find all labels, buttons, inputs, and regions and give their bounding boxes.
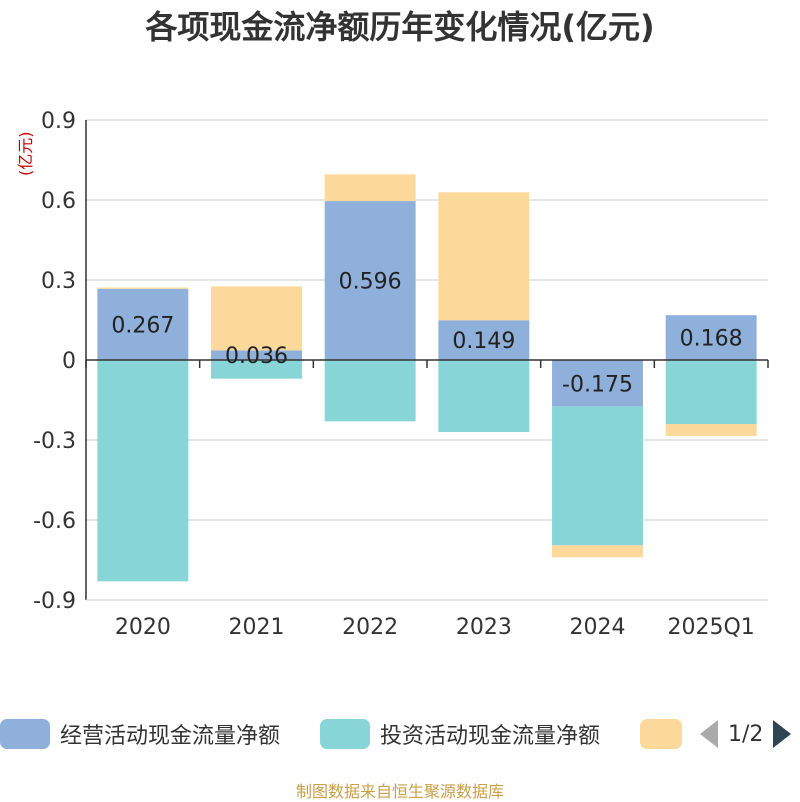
- legend-pager: 1/2: [700, 712, 792, 756]
- bar-series-0-2023: [438, 320, 530, 360]
- legend-swatch-financing: [640, 719, 682, 749]
- legend-item-operating[interactable]: 经营活动现金流量净额: [0, 718, 280, 750]
- bar-data-label: -0.175: [562, 372, 633, 397]
- chart-title: 各项现金流净额历年变化情况(亿元): [145, 8, 655, 46]
- bar-series-1-2021: [211, 360, 302, 379]
- bar-series-2-2022: [324, 174, 416, 202]
- x-tick-label: 2023: [456, 615, 512, 640]
- x-tick-label: 2025Q1: [668, 615, 755, 640]
- y-tick-label: 0.6: [41, 189, 76, 214]
- legend-next-arrow-icon[interactable]: [773, 720, 792, 748]
- legend-item-financing[interactable]: [640, 718, 682, 750]
- y-tick-label: 0.9: [41, 109, 76, 134]
- data-source-footer: 制图数据来自恒生聚源数据库: [295, 782, 504, 801]
- y-tick-label: 0: [62, 349, 76, 374]
- bar-series-2-2020: [97, 287, 189, 289]
- bar-series-1-2024: [552, 406, 643, 546]
- bar-data-label: 0.267: [111, 313, 174, 338]
- bar-series-2-2023: [438, 192, 530, 321]
- legend-swatch-investing: [320, 719, 370, 749]
- bar-data-label: 0.168: [680, 327, 743, 352]
- x-tick-label: 2024: [570, 615, 626, 640]
- legend: 经营活动现金流量净额 投资活动现金流量净额: [0, 712, 800, 756]
- y-tick-label: -0.9: [33, 589, 76, 614]
- bar-series-0-2022: [324, 201, 416, 360]
- bar-series-0-2025Q1: [665, 315, 757, 360]
- x-tick-label: 2020: [115, 615, 171, 640]
- bar-series-2-2024: [552, 545, 643, 558]
- bar-series-0-2024: [552, 360, 643, 407]
- bar-series-0-2021: [211, 350, 302, 360]
- legend-label-investing: 投资活动现金流量净额: [380, 724, 601, 749]
- legend-label-operating: 经营活动现金流量净额: [60, 724, 281, 749]
- legend-page-indicator: 1/2: [728, 721, 764, 747]
- y-tick-label: -0.3: [33, 429, 76, 454]
- bar-data-label: 0.596: [339, 270, 402, 295]
- y-tick-label: -0.6: [33, 509, 76, 534]
- x-tick-label: 2022: [342, 615, 398, 640]
- bar-data-label: 0.036: [225, 344, 288, 369]
- legend-swatch-operating: [0, 719, 50, 749]
- y-tick-label: 0.3: [41, 269, 76, 294]
- bar-data-label: 0.149: [452, 329, 515, 354]
- legend-item-investing[interactable]: 投资活动现金流量净额: [320, 718, 600, 750]
- legend-prev-arrow-icon[interactable]: [700, 720, 718, 748]
- bar-series-2-2021: [211, 286, 302, 351]
- bar-series-1-2025Q1: [665, 360, 757, 424]
- bar-series-1-2020: [97, 360, 189, 582]
- bar-series-1-2023: [438, 360, 530, 432]
- bar-series-1-2022: [324, 360, 416, 422]
- x-tick-label: 2021: [229, 615, 285, 640]
- bar-series-2-2025Q1: [665, 424, 757, 436]
- bar-series-0-2020: [97, 288, 189, 360]
